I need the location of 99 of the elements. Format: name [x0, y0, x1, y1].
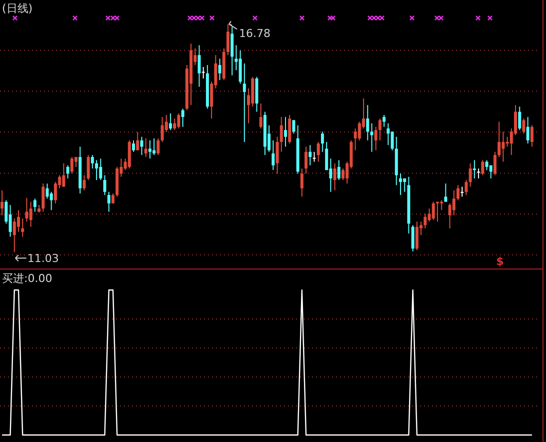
- candlestick: [390, 131, 394, 151]
- candlestick: [16, 210, 20, 232]
- candlestick: [312, 151, 316, 162]
- candlestick: [46, 183, 49, 200]
- candlestick: [444, 183, 448, 202]
- candlestick: [54, 181, 57, 204]
- candlestick: [12, 218, 16, 253]
- candlestick: [99, 158, 102, 180]
- candlestick: [140, 136, 144, 156]
- candlestick: [337, 160, 340, 180]
- candlestick: [173, 118, 176, 131]
- candlestick: [0, 190, 4, 216]
- candlestick: [42, 183, 45, 212]
- candlestick: [432, 201, 435, 221]
- annotation: 11.03: [27, 252, 59, 266]
- candlestick: [481, 160, 484, 176]
- candlestick: [493, 151, 496, 176]
- candlestick: [136, 132, 140, 151]
- candlestick: [156, 138, 160, 156]
- candlestick: [288, 114, 292, 144]
- candlestick: [284, 116, 287, 148]
- candlestick: [230, 26, 234, 76]
- candlestick: [386, 122, 390, 146]
- candlestick: [399, 173, 402, 196]
- candlestick: [168, 112, 172, 131]
- candlestick: [498, 121, 501, 158]
- candlestick: [259, 102, 262, 129]
- candlestick: [526, 116, 530, 144]
- candlestick: [132, 140, 135, 152]
- candlestick: [33, 198, 36, 212]
- candlestick: [374, 126, 378, 151]
- candlestick: [378, 118, 382, 141]
- candlestick: [370, 122, 374, 152]
- candlestick: [522, 118, 526, 134]
- candlestick: [308, 144, 312, 166]
- candlestick: [181, 108, 184, 128]
- candlestick: [226, 24, 230, 56]
- candlestick: [440, 200, 444, 211]
- chart-title: 买进:0.00: [2, 272, 52, 285]
- candlestick: [502, 131, 505, 162]
- candlestick: [518, 106, 522, 131]
- candlestick: [107, 191, 110, 212]
- candlestick: [70, 156, 74, 174]
- candlestick: [456, 184, 460, 201]
- candlestick: [464, 179, 468, 196]
- candlestick: [333, 162, 336, 191]
- candlestick: [472, 160, 476, 179]
- candlestick: [29, 201, 32, 228]
- candlestick: [403, 178, 406, 192]
- candlestick: [316, 141, 320, 162]
- candlestick: [238, 50, 242, 84]
- candlestick: [485, 160, 488, 171]
- candlestick: [530, 124, 534, 148]
- candlestick: [489, 164, 492, 179]
- candlestick: [50, 191, 53, 211]
- candlestick: [272, 140, 275, 171]
- candlestick: [320, 131, 324, 152]
- candlestick: [354, 128, 357, 151]
- candlestick: [452, 190, 456, 216]
- candlestick: [280, 116, 283, 152]
- candlestick: [160, 116, 164, 142]
- annotation: 16.78: [238, 27, 270, 40]
- candlestick: [66, 164, 70, 179]
- candlestick: [198, 44, 201, 88]
- candlestick: [304, 146, 308, 174]
- candlestick: [8, 204, 12, 238]
- candlestick: [82, 174, 86, 191]
- candlestick: [152, 138, 156, 156]
- candlestick: [144, 138, 148, 158]
- candlestick: [448, 202, 452, 229]
- candlestick: [21, 218, 24, 238]
- candlestick: [25, 197, 28, 222]
- candlestick: [242, 62, 246, 142]
- candlestick: [292, 120, 296, 134]
- candlestick: [424, 213, 427, 229]
- candlestick: [276, 136, 279, 174]
- annotation: $: [496, 255, 504, 268]
- candlestick: [177, 112, 180, 129]
- candlestick: [382, 114, 386, 128]
- candlestick: [436, 201, 439, 222]
- candlestick: [460, 186, 464, 198]
- candlestick: [62, 162, 66, 188]
- candlestick: [468, 162, 472, 188]
- candlestick: [366, 104, 370, 141]
- candlestick: [103, 174, 106, 196]
- candlestick: [415, 221, 418, 251]
- candlestick: [90, 154, 94, 169]
- candlestick: [148, 140, 152, 160]
- candlestick: [300, 168, 304, 198]
- candlestick: [111, 192, 114, 204]
- candlestick: [411, 224, 414, 252]
- candlestick: [477, 168, 480, 179]
- candlestick: [341, 168, 344, 180]
- candlestick: [86, 154, 90, 180]
- candlestick: [358, 121, 361, 141]
- candlestick: [218, 58, 222, 81]
- candlestick: [95, 160, 98, 180]
- candlestick: [202, 66, 205, 79]
- chart-title: (日线): [2, 2, 33, 15]
